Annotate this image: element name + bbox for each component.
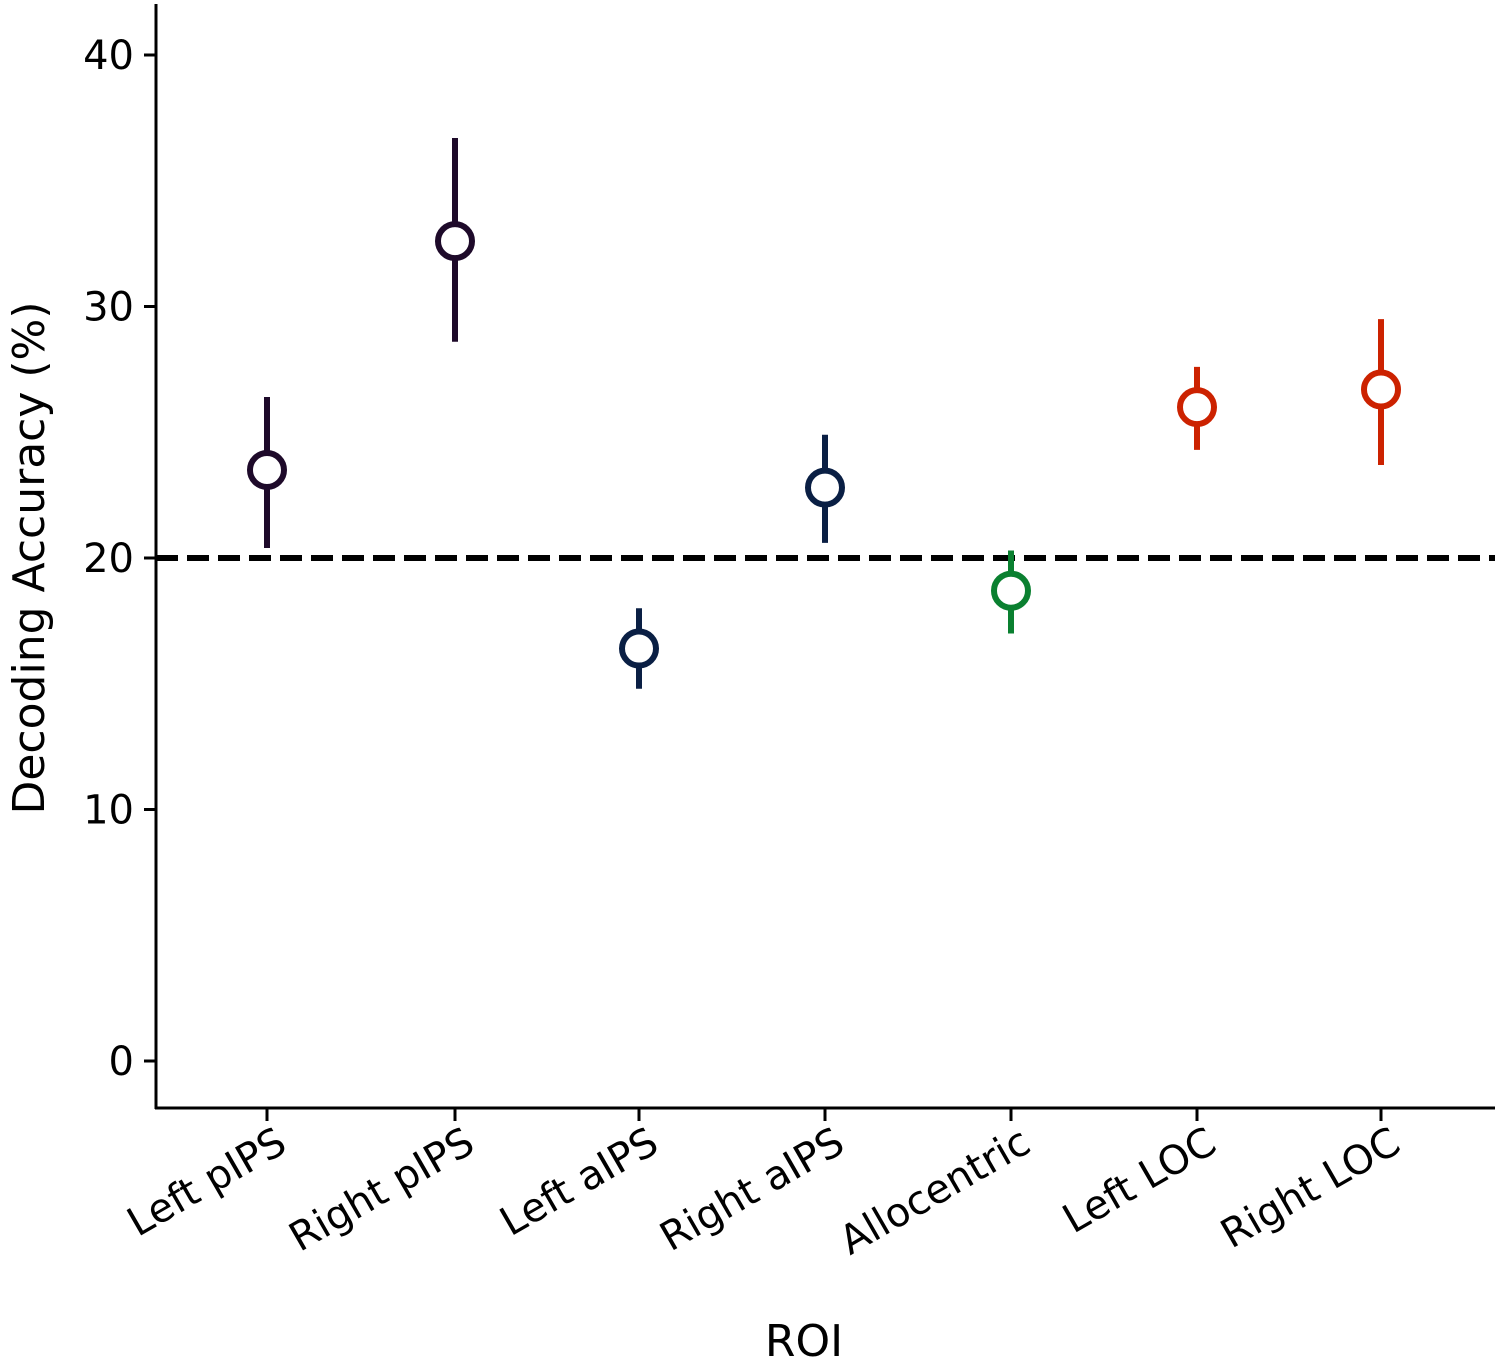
x-tick-label: Right aIPS [652, 1119, 852, 1261]
data-point-group [435, 137, 475, 342]
x-tick-label: Allocentric [832, 1119, 1038, 1264]
x-axis-label: ROI [765, 1316, 843, 1364]
y-axis-label: Decoding Accuracy (%) [4, 301, 55, 814]
y-tick-label: 30 [83, 285, 134, 331]
y-tick-label: 10 [83, 788, 134, 834]
data-point-marker [1177, 387, 1217, 428]
data-point-group [247, 397, 287, 548]
data-point-marker [247, 449, 287, 490]
data-point-group [1361, 319, 1401, 465]
data-point-marker [805, 467, 845, 508]
data-point-marker [1361, 369, 1401, 410]
data-point-marker [619, 628, 659, 669]
data-point-marker [435, 221, 475, 262]
data-point-group [619, 608, 659, 689]
y-tick-label: 20 [83, 536, 134, 582]
x-tick-label: Right LOC [1213, 1119, 1408, 1258]
y-tick-label: 0 [109, 1039, 134, 1085]
data-point-group [991, 550, 1031, 634]
y-tick-label: 40 [83, 33, 134, 79]
x-tick-label: Left pIPS [120, 1119, 294, 1246]
x-tick-label: Right pIPS [282, 1119, 482, 1261]
x-tick-label: Left aIPS [492, 1119, 666, 1246]
data-point-marker [991, 570, 1031, 611]
data-point-group [1177, 366, 1217, 450]
x-tick-label: Left LOC [1055, 1119, 1224, 1243]
data-point-group [805, 434, 845, 543]
